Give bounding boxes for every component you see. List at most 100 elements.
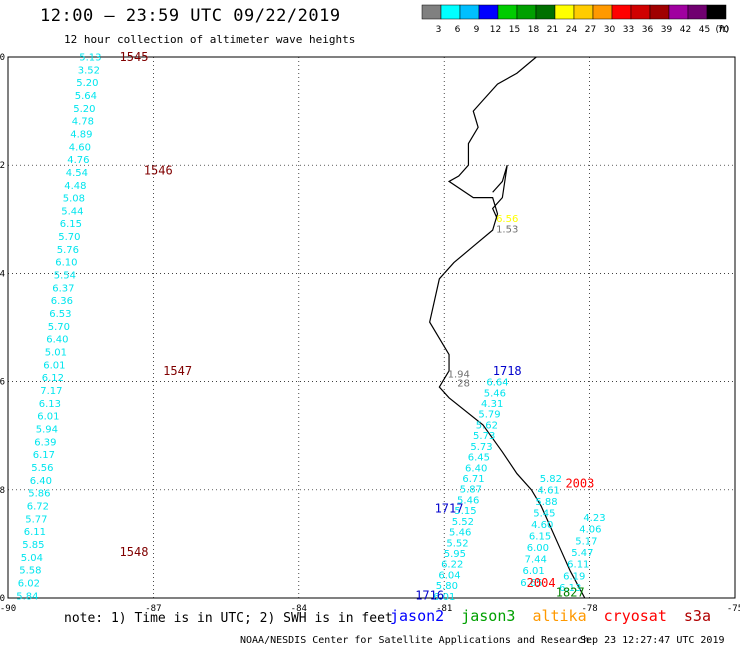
legend-color-swatch: [630, 4, 651, 20]
pass-time-label: 1547: [163, 364, 192, 378]
wave-height-value: 4.78: [72, 117, 94, 128]
legend-bin-label: 15: [509, 25, 520, 35]
wave-height-value: 5.79: [478, 410, 500, 421]
wave-height-value: 4.61: [538, 485, 560, 496]
wave-height-value: 6.65: [520, 578, 542, 589]
legend-bin-label: 45: [699, 25, 710, 35]
wave-height-value: 6.11: [24, 527, 46, 538]
wave-height-value: 5.46: [484, 388, 506, 399]
wave-height-value: 7.44: [525, 555, 547, 566]
legend-bin-label: 70: [718, 25, 730, 35]
wave-height-value: 5.46: [449, 528, 471, 539]
sat-altika: altika: [532, 607, 587, 625]
lon-tick-label: -84: [291, 604, 307, 614]
wave-height-value: 6.36: [51, 296, 73, 307]
wave-height-value: 6.39: [34, 437, 56, 448]
legend-bin-label: 18: [528, 25, 540, 35]
generated-timestamp: Sep 23 12:27:47 UTC 2019: [580, 635, 725, 646]
wave-height-value: 4.60: [69, 142, 91, 153]
wave-height-value: 5.54: [54, 271, 76, 282]
wave-height-value: 5.56: [31, 463, 53, 474]
gulf-coastline: [491, 165, 508, 220]
legend-color-swatch: [706, 4, 727, 20]
pass-time-label: 2003: [565, 476, 594, 490]
wave-height-value: 5.85: [22, 540, 44, 551]
legend-color-swatch: [497, 4, 518, 20]
lat-tick-label: 0: [0, 53, 5, 63]
legend-bin-label: 3: [436, 25, 442, 35]
wave-height-value: 5.82: [540, 474, 562, 485]
wave-height-value: 6.40: [46, 335, 68, 346]
legend-bin-label: 12: [490, 25, 501, 35]
pass-time-label: 1716: [415, 588, 444, 602]
pass-time-label: 1545: [120, 50, 149, 64]
credit-line: NOAA/NESDIS Center for Satellite Applica…: [240, 635, 590, 646]
sat-s3a: s3a: [683, 607, 711, 625]
wave-height-value: 6.19: [563, 571, 585, 582]
lat-tick-label: -6: [0, 378, 5, 388]
pass-time-label: 1546: [144, 164, 173, 178]
wave-height-value: 5.94: [36, 425, 58, 436]
wave-height-value: 7.17: [40, 386, 62, 397]
wave-height-value: 6.15: [529, 532, 551, 543]
wave-height-value: 5.52: [452, 517, 474, 528]
wave-height-value: 6.72: [27, 501, 49, 512]
wave-height-value: 28: [457, 379, 470, 390]
wave-height-value: 6.40: [30, 476, 52, 487]
legend-bin-label: 21: [547, 25, 558, 35]
wave-height-value: 5.04: [21, 553, 43, 564]
wave-height-value: 6.10: [55, 258, 77, 269]
wave-height-value: 4.89: [70, 129, 92, 140]
legend-bin-label: 36: [642, 25, 654, 35]
wave-height-value: 5.13: [79, 52, 101, 63]
wave-height-value: 5.77: [25, 514, 47, 525]
legend-bin-label: 9: [474, 25, 480, 35]
legend-color-swatch: [592, 4, 613, 20]
wave-height-value: 6.12: [42, 373, 64, 384]
legend-bin-label: 39: [661, 25, 673, 35]
legend-color-swatch: [573, 4, 594, 20]
pass-time-label: 1548: [120, 545, 149, 559]
legend-color-swatch: [516, 4, 537, 20]
wave-height-value: 5.84: [16, 591, 38, 602]
legend-bin-label: 6: [455, 25, 461, 35]
lat-tick-label: -4: [0, 269, 5, 279]
lat-tick-label: -10: [0, 594, 5, 604]
sat-jason3: jason3: [461, 607, 516, 625]
wave-height-value: 5.15: [454, 506, 476, 517]
wave-height-value: 4.06: [579, 525, 601, 536]
legend-color-swatch: [687, 4, 708, 20]
legend-unit-label: (ft): [715, 25, 729, 35]
wave-height-value: 5.73: [470, 442, 492, 453]
wave-height-value: 5.95: [444, 549, 466, 560]
wave-height-value: 5.20: [73, 104, 95, 115]
footer-note: note: 1) Time is in UTC; 2) SWH is in fe…: [64, 611, 393, 626]
legend-color-swatch: [459, 4, 480, 20]
wave-height-value: 6.64: [486, 378, 508, 389]
wave-height-value: 5.20: [76, 78, 98, 89]
lon-tick-label: -81: [436, 604, 452, 614]
legend-color-swatch: [440, 4, 461, 20]
wave-height-value: 5.62: [476, 420, 498, 431]
wave-height-value: 4.54: [66, 168, 88, 179]
map-frame: [7, 56, 736, 599]
wave-height-value: 5.17: [575, 536, 597, 547]
legend-bin-label: 42: [680, 25, 691, 35]
wave-height-value: 6.01: [433, 592, 455, 603]
wave-height-value: 4.48: [64, 181, 86, 192]
coastline: [429, 56, 586, 599]
wave-height-value: 4.76: [67, 155, 89, 166]
wave-height-value: 5.76: [57, 245, 79, 256]
wave-height-value: 5.80: [436, 581, 458, 592]
wave-height-value: 5.47: [571, 548, 593, 559]
wave-height-value: 4.31: [481, 399, 503, 410]
wave-height-value: 6.71: [462, 474, 484, 485]
legend-bin-label: 24: [566, 25, 578, 35]
wave-height-value: 5.88: [535, 497, 557, 508]
wave-height-value: 5.70: [48, 322, 70, 333]
wave-height-value: 6.04: [438, 570, 460, 581]
wave-height-value: 6.40: [465, 463, 487, 474]
wave-height-value: 5.52: [446, 538, 468, 549]
wave-height-value: 5.58: [19, 566, 41, 577]
